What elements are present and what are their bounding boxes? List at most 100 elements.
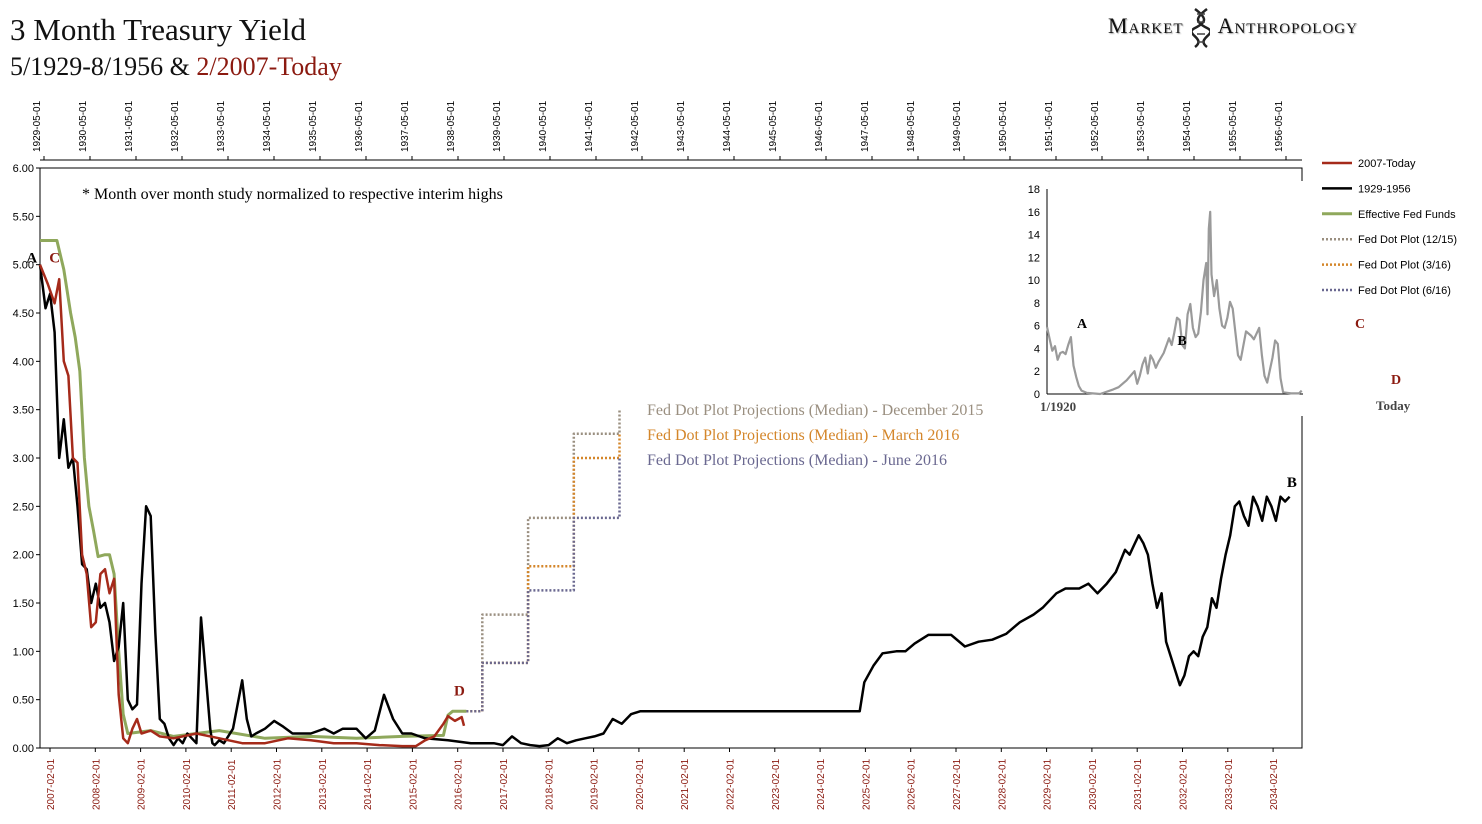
chart-title: 3 Month Treasury Yield <box>10 12 306 47</box>
x-top-tick-label: 1949-05-01 <box>952 100 963 152</box>
y-tick-label: 6.00 <box>13 163 34 175</box>
x-bottom-tick-label: 2030-02-01 <box>1088 758 1099 810</box>
annotation-a: A <box>26 251 37 267</box>
legend-label: Fed Dot Plot (12/15) <box>1358 234 1457 246</box>
x-top-tick-label: 1952-05-01 <box>1090 100 1101 152</box>
y-tick-label: 5.50 <box>13 211 34 223</box>
x-top-tick-label: 1945-05-01 <box>768 100 779 152</box>
x-top-tick-label: 1951-05-01 <box>1044 100 1055 152</box>
inset-y-tick-label: 0 <box>1034 389 1040 401</box>
x-bottom-tick-label: 2031-02-01 <box>1133 758 1144 810</box>
x-top-tick-label: 1940-05-01 <box>538 100 549 152</box>
x-bottom-tick-label: 2020-02-01 <box>635 758 646 810</box>
x-bottom-tick-label: 2034-02-01 <box>1269 758 1280 810</box>
legend-label: Effective Fed Funds <box>1358 209 1456 221</box>
x-bottom-tick-label: 2007-02-01 <box>46 758 57 810</box>
y-tick-label: 4.00 <box>13 356 34 368</box>
x-top-tick-label: 1944-05-01 <box>722 100 733 152</box>
x-bottom-tick-label: 2014-02-01 <box>363 758 374 810</box>
inset-x-label-start: 1/1920 <box>1040 399 1076 414</box>
inset-y-tick-label: 10 <box>1028 275 1040 287</box>
x-top-tick-label: 1941-05-01 <box>584 100 595 152</box>
chart-series <box>38 239 1291 748</box>
inset-y-tick-label: 18 <box>1028 184 1040 196</box>
x-bottom-tick-label: 2032-02-01 <box>1179 758 1190 810</box>
y-tick-label: 3.00 <box>13 453 34 465</box>
inset-y-tick-label: 12 <box>1028 252 1040 264</box>
projection-label: Fed Dot Plot Projections (Median) - Marc… <box>647 427 959 444</box>
x-top-tick-label: 1936-05-01 <box>354 100 365 152</box>
x-bottom-tick-label: 2024-02-01 <box>816 758 827 810</box>
inset-plot: 0 2 4 6 8 10 12 14 16 18 1/1920 Today A B C D <box>1028 181 1411 416</box>
subtitle-period-1929: 5/1929-8/1956 & <box>10 52 190 81</box>
logo-word-market: Market <box>1108 13 1184 39</box>
chart-labels: * Month over month study normalized to r… <box>26 186 1297 700</box>
x-bottom-tick-label: 2016-02-01 <box>454 758 465 810</box>
logo-word-anthropology: Anthropology <box>1217 13 1358 39</box>
x-top-tick-label: 1946-05-01 <box>814 100 825 152</box>
legend-label: Fed Dot Plot (6/16) <box>1358 285 1451 297</box>
x-top-tick-label: 1942-05-01 <box>630 100 641 152</box>
series-line-fed-dot-plot-6-16- <box>466 458 621 713</box>
inset-annotation-b: B <box>1177 334 1186 349</box>
x-top-tick-label: 1950-05-01 <box>998 100 1009 152</box>
x-bottom-tick-label: 2026-02-01 <box>907 758 918 810</box>
x-top-tick-label: 1929-05-01 <box>32 100 43 152</box>
x-bottom-tick-label: 2013-02-01 <box>318 758 329 810</box>
inset-annotation-a: A <box>1077 317 1088 332</box>
x-top-tick-label: 1931-05-01 <box>124 100 135 152</box>
y-tick-label: 1.00 <box>13 646 34 658</box>
x-bottom-tick-label: 2015-02-01 <box>408 758 419 810</box>
x-top-tick-label: 1930-05-01 <box>78 100 89 152</box>
x-bottom-tick-label: 2008-02-01 <box>91 758 102 810</box>
legend-label: 1929-1956 <box>1358 183 1411 195</box>
x-bottom-tick-label: 2029-02-01 <box>1043 758 1054 810</box>
x-bottom-tick-label: 2025-02-01 <box>861 758 872 810</box>
x-bottom-tick-label: 2027-02-01 <box>952 758 963 810</box>
x-bottom-tick-label: 2018-02-01 <box>544 758 555 810</box>
x-top-tick-label: 1947-05-01 <box>860 100 871 152</box>
x-top-tick-label: 1943-05-01 <box>676 100 687 152</box>
x-top-tick-label: 1948-05-01 <box>906 100 917 152</box>
y-tick-label: 2.00 <box>13 550 34 562</box>
x-top-tick-label: 1938-05-01 <box>446 100 457 152</box>
x-top-tick-label: 1955-05-01 <box>1228 100 1239 152</box>
legend-label: 2007-Today <box>1358 158 1416 170</box>
x-top-tick-label: 1933-05-01 <box>216 100 227 152</box>
x-bottom-tick-label: 2017-02-01 <box>499 758 510 810</box>
dna-helix-icon <box>1191 8 1210 48</box>
x-top-tick-label: 1935-05-01 <box>308 100 319 152</box>
y-tick-label: 5.00 <box>13 260 34 272</box>
inset-y-tick-label: 8 <box>1034 298 1040 310</box>
x-bottom-tick-label: 2021-02-01 <box>680 758 691 810</box>
x-bottom-tick-label: 2009-02-01 <box>137 758 148 810</box>
annotation-d: D <box>454 684 465 700</box>
inset-annotation-d: D <box>1391 373 1401 388</box>
y-tick-label: 3.50 <box>13 405 34 417</box>
chart-note: * Month over month study normalized to r… <box>82 186 503 203</box>
chart-axes: 0.00 0.50 1.00 1.50 2.00 2.50 3.00 3.50 4.00 4.50… <box>13 100 1303 810</box>
series-line-fed-dot-plot-3-16- <box>466 433 621 713</box>
y-tick-label: 1.50 <box>13 598 34 610</box>
x-bottom-tick-label: 2023-02-01 <box>771 758 782 810</box>
x-top-tick-label: 1939-05-01 <box>492 100 503 152</box>
series-line-fed-dot-plot-12-15- <box>466 409 621 713</box>
x-bottom-tick-label: 2010-02-01 <box>182 758 193 810</box>
x-top-tick-label: 1956-05-01 <box>1274 100 1285 152</box>
y-tick-label: 2.50 <box>13 501 34 513</box>
inset-y-tick-label: 2 <box>1034 366 1040 378</box>
x-bottom-tick-label: 2022-02-01 <box>726 758 737 810</box>
inset-y-tick-label: 4 <box>1034 343 1040 355</box>
chart-legend: 2007-Today 1929-1956 Effective Fed Funds Fe… <box>1322 158 1457 297</box>
y-tick-label: 0.00 <box>13 743 34 755</box>
x-top-tick-label: 1954-05-01 <box>1182 100 1193 152</box>
x-bottom-tick-label: 2033-02-01 <box>1224 758 1235 810</box>
inset-y-tick-label: 6 <box>1034 321 1040 333</box>
inset-series-line <box>1045 210 1303 396</box>
annotation-b: B <box>1287 475 1297 491</box>
series-line-2007-today <box>38 264 466 748</box>
x-top-tick-label: 1932-05-01 <box>170 100 181 152</box>
inset-y-tick-label: 14 <box>1028 230 1040 242</box>
x-top-tick-label: 1953-05-01 <box>1136 100 1147 152</box>
subtitle-period-2007: 2/2007-Today <box>196 52 342 81</box>
